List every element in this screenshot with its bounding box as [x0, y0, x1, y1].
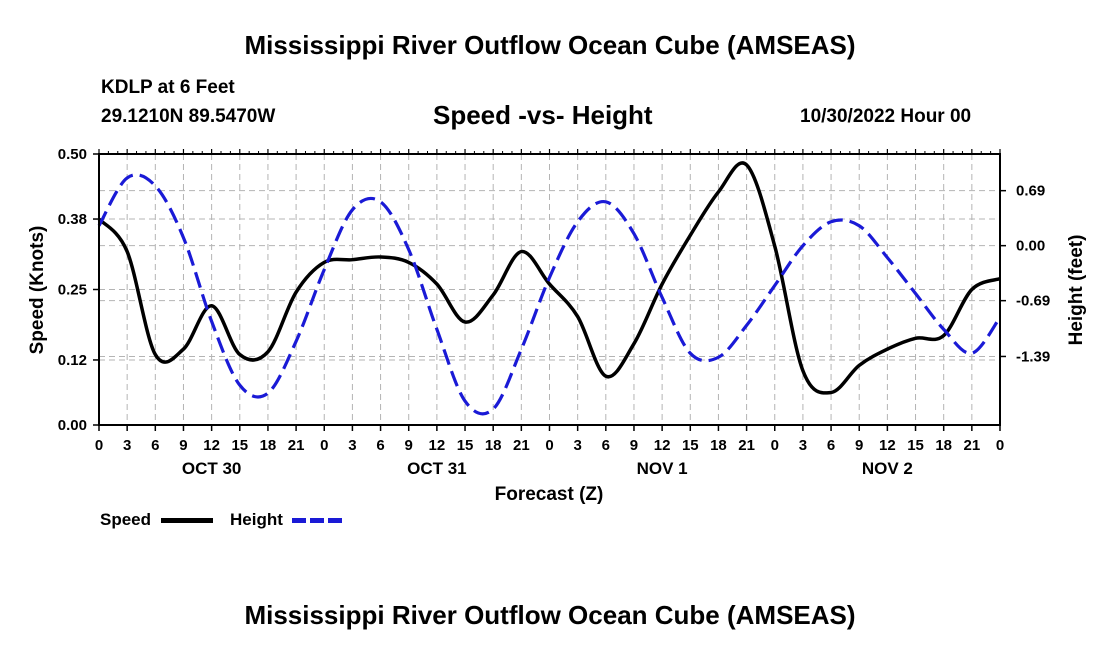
x-tick-label: 9 — [630, 437, 638, 454]
station-label: KDLP at 6 Feet — [101, 77, 235, 98]
x-tick-label: 21 — [288, 437, 305, 454]
x-tick-label: 6 — [151, 437, 159, 454]
chart-svg: 0 3 6 9 12 15 18 21 0 3 6 9 12 15 18 21 0 3 6 9 12 15 18 21 0 3 6 9… — [27, 146, 1087, 505]
y-tick-label: 0.50 — [58, 146, 87, 163]
y2-axis-label: Height (feet) — [1066, 235, 1087, 346]
x-tick-label: 6 — [827, 437, 835, 454]
chart-subtitle: Speed -vs- Height — [433, 100, 653, 130]
x-tick-label: 21 — [513, 437, 530, 454]
x-tick-label: 12 — [654, 437, 671, 454]
x-tick-label: 15 — [907, 437, 924, 454]
x-tick-label: 18 — [710, 437, 727, 454]
x-tick-label: 3 — [123, 437, 131, 454]
x-tick-label: 18 — [935, 437, 952, 454]
footer-title: Mississippi River Outflow Ocean Cube (AM… — [244, 600, 856, 630]
y-axis-label: Speed (Knots) — [27, 226, 48, 355]
x-tick-label: 0 — [771, 437, 779, 454]
legend-height-swatch — [292, 518, 344, 523]
y2-tick-label: -1.39 — [1016, 348, 1050, 365]
x-axis-label: Forecast (Z) — [495, 484, 604, 505]
x-tick-label: 6 — [602, 437, 610, 454]
x-tick-label: 0 — [996, 437, 1004, 454]
date-label: NOV 1 — [637, 459, 688, 478]
x-tick-label: 0 — [320, 437, 328, 454]
x-tick-label: 12 — [203, 437, 220, 454]
x-tick-label: 9 — [855, 437, 863, 454]
x-tick-label: 12 — [429, 437, 446, 454]
x-tick-label: 3 — [573, 437, 581, 454]
x-tick-label: 0 — [545, 437, 553, 454]
x-tick-label: 12 — [879, 437, 896, 454]
x-tick-label: 15 — [457, 437, 474, 454]
y2-tick-label: 0.00 — [1016, 238, 1045, 255]
x-tick-label: 9 — [179, 437, 187, 454]
chart-axes: 0 3 6 9 12 15 18 21 0 3 6 9 12 15 18 21 0 3 6 9 12 15 18 21 0 3 6 9… — [58, 146, 1050, 478]
y-tick-label: 0.12 — [58, 352, 87, 369]
x-tick-label: 18 — [485, 437, 502, 454]
y2-tick-label: 0.69 — [1016, 183, 1045, 200]
legend-height-label: Height — [230, 510, 283, 529]
x-tick-label: 15 — [682, 437, 699, 454]
x-tick-label: 21 — [738, 437, 755, 454]
x-tick-label: 18 — [260, 437, 277, 454]
x-tick-label: 9 — [405, 437, 413, 454]
legend-speed-label: Speed — [100, 510, 152, 529]
station-coords: 29.1210N 89.5470W — [101, 106, 276, 127]
y-tick-label: 0.00 — [58, 417, 87, 434]
height-series-line — [97, 173, 1002, 416]
x-tick-label: 21 — [964, 437, 981, 454]
x-tick-label: 15 — [231, 437, 248, 454]
chart-series — [97, 161, 1002, 416]
legend-speed-swatch — [161, 518, 213, 523]
speed-series-line — [97, 161, 1001, 395]
chart-grid — [99, 154, 1000, 425]
x-tick-label: 0 — [95, 437, 103, 454]
y-tick-label: 0.25 — [58, 282, 87, 299]
date-label: OCT 30 — [182, 459, 242, 478]
legend: Speed Height — [100, 508, 360, 532]
y-tick-label: 0.38 — [58, 211, 87, 228]
x-tick-label: 6 — [376, 437, 384, 454]
chart-title: Mississippi River Outflow Ocean Cube (AM… — [244, 30, 856, 60]
date-label: NOV 2 — [862, 459, 913, 478]
x-tick-label: 3 — [799, 437, 807, 454]
x-tick-label: 3 — [348, 437, 356, 454]
date-label: OCT 31 — [407, 459, 467, 478]
forecast-datetime: 10/30/2022 Hour 00 — [800, 106, 972, 127]
y2-tick-label: -0.69 — [1016, 293, 1050, 310]
